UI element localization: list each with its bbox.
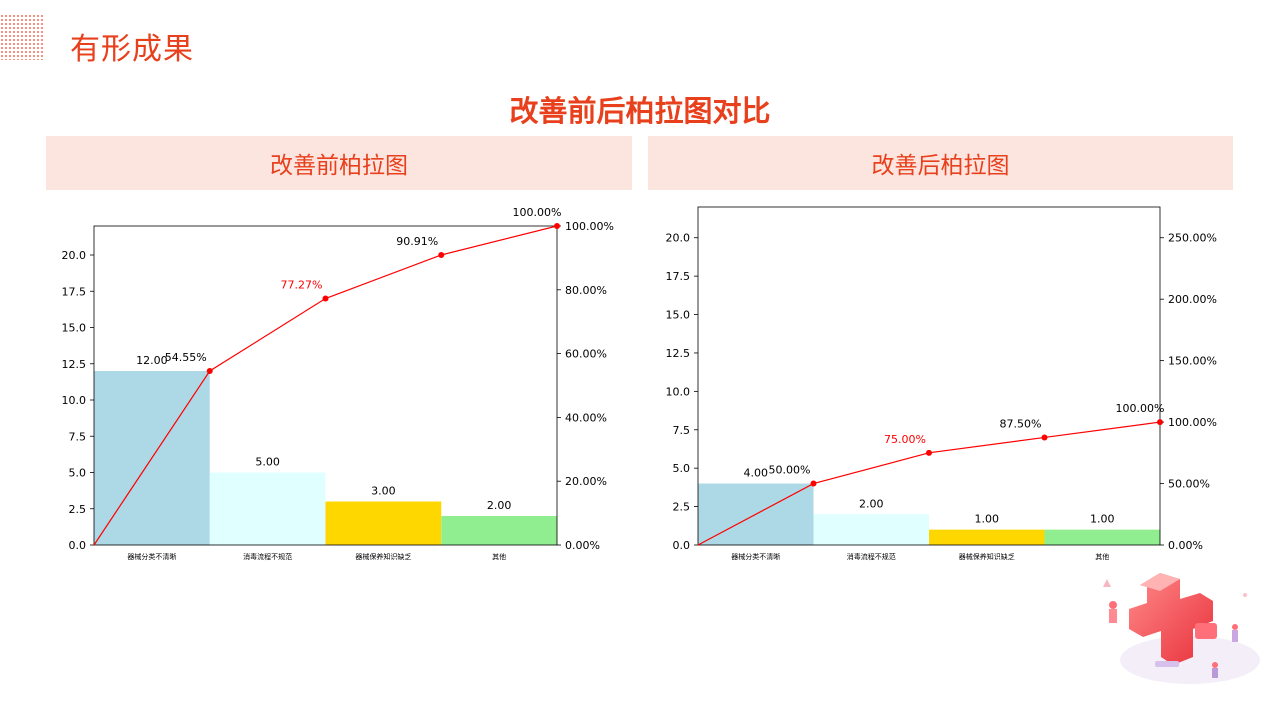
plot-frame — [697, 206, 1161, 546]
cumulative-point — [810, 480, 817, 487]
cumulative-point — [554, 223, 560, 229]
panel-header-before: 改善前柏拉图 — [46, 136, 632, 190]
y-tick-label: 12.5 — [666, 347, 691, 360]
x-tick-label: 器械保养知识缺乏 — [355, 552, 411, 561]
y2-tick-label: 100.00% — [1168, 416, 1217, 429]
cumulative-label: 50.00% — [769, 464, 811, 477]
y-tick-label: 20.0 — [62, 249, 87, 262]
cumulative-label: 87.50% — [1000, 417, 1042, 430]
y2-tick-label: 100.00% — [565, 220, 614, 233]
bar-value-label: 5.00 — [255, 456, 280, 469]
y-tick-label: 2.5 — [69, 503, 87, 516]
y-tick-label: 20.0 — [666, 232, 691, 245]
y2-tick-label: 80.00% — [565, 284, 607, 297]
y2-tick-label: 150.00% — [1168, 355, 1217, 368]
bar-value-label: 2.00 — [859, 497, 884, 510]
cumulative-label: 90.91% — [396, 235, 438, 248]
x-tick-label: 消毒流程不规范 — [847, 552, 896, 561]
bar — [1044, 529, 1160, 545]
bar — [813, 514, 929, 545]
cumulative-point — [322, 295, 329, 302]
bar-value-label: 2.00 — [487, 499, 512, 512]
cumulative-point — [206, 367, 213, 374]
y-tick-label: 10.0 — [62, 394, 87, 407]
y-tick-label: 17.5 — [666, 270, 691, 283]
medical-cross-illustration — [1103, 573, 1260, 684]
decorative-dots — [0, 14, 44, 60]
cumulative-label: 54.55% — [165, 351, 207, 364]
bar-value-label: 1.00 — [975, 513, 1000, 526]
y-tick-label: 0.0 — [673, 539, 691, 552]
y-tick-label: 5.0 — [673, 462, 691, 475]
panel-header-after: 改善后柏拉图 — [648, 136, 1233, 190]
cumulative-label: 75.00% — [884, 433, 926, 446]
cumulative-point — [926, 449, 932, 456]
x-tick-label: 器械分类不清晰 — [127, 552, 176, 561]
x-tick-label: 器械分类不清晰 — [731, 552, 780, 561]
cumulative-point — [1157, 419, 1163, 426]
page-title: 有形成果 — [70, 32, 194, 67]
y-tick-label: 12.5 — [62, 358, 87, 371]
bar-value-label: 3.00 — [371, 485, 396, 498]
bar — [325, 501, 442, 545]
comparison-title: 改善前后柏拉图对比 — [509, 94, 771, 128]
cumulative-point — [438, 251, 445, 258]
bar — [441, 516, 557, 545]
cumulative-label: 100.00% — [1116, 402, 1165, 415]
cumulative-label: 77.27% — [281, 279, 323, 292]
x-tick-label: 其他 — [492, 552, 506, 561]
y-tick-label: 7.5 — [673, 424, 691, 437]
x-tick-label: 其他 — [1095, 552, 1109, 561]
y2-tick-label: 60.00% — [565, 348, 607, 361]
y-tick-label: 17.5 — [62, 285, 87, 298]
y2-tick-label: 250.00% — [1168, 232, 1217, 245]
y2-tick-label: 200.00% — [1168, 293, 1217, 306]
y2-tick-label: 20.00% — [565, 475, 607, 488]
cumulative-point — [1041, 434, 1048, 441]
plot-frame — [93, 225, 558, 546]
bar-value-label: 4.00 — [744, 467, 769, 480]
y2-tick-label: 50.00% — [1168, 478, 1210, 491]
bar — [929, 529, 1045, 545]
bar-value-label: 1.00 — [1090, 513, 1115, 526]
y-tick-label: 10.0 — [666, 385, 691, 398]
y-tick-label: 15.0 — [666, 309, 691, 322]
y2-tick-label: 0.00% — [1168, 539, 1203, 552]
cumulative-label: 100.00% — [513, 206, 562, 219]
y2-tick-label: 0.00% — [565, 539, 600, 552]
y2-tick-label: 40.00% — [565, 411, 607, 424]
x-tick-label: 器械保养知识缺乏 — [959, 552, 1015, 561]
bar — [209, 472, 326, 545]
y-tick-label: 2.5 — [673, 501, 691, 514]
y-tick-label: 7.5 — [69, 430, 87, 443]
x-tick-label: 消毒流程不规范 — [243, 552, 292, 561]
bar-value-label: 12.00 — [136, 354, 168, 367]
y-tick-label: 0.0 — [69, 539, 87, 552]
y-tick-label: 15.0 — [62, 322, 87, 335]
y-tick-label: 5.0 — [69, 467, 87, 480]
